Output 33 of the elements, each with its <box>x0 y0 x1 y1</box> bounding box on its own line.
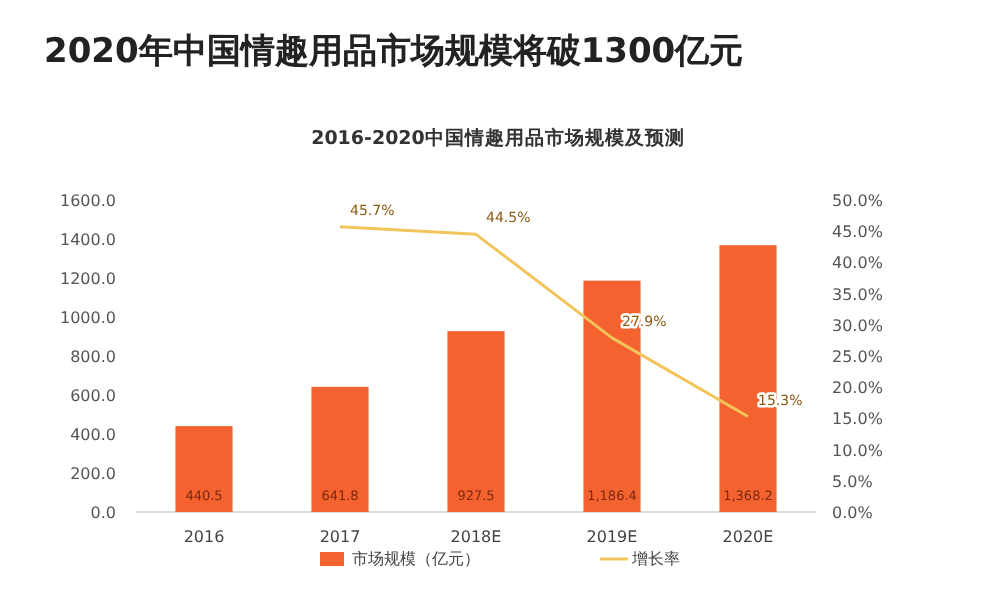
y2-tick-label: 15.0% <box>832 410 884 429</box>
line-series <box>338 225 750 419</box>
y-tick-label: 800.0 <box>70 348 116 366</box>
y-tick-label: 1000.0 <box>60 309 116 327</box>
y2-tick-label: 40.0% <box>832 254 884 273</box>
y2-tick-label: 20.0% <box>832 379 884 398</box>
y2-tick-label: 5.0% <box>832 472 874 491</box>
y-tick-label: 200.0 <box>70 465 116 483</box>
y2-tick-label: 10.0% <box>832 441 884 460</box>
chart-title: 2020年中国情趣用品市场规模将破1300亿元 <box>44 32 744 72</box>
y-tick-label: 1200.0 <box>60 270 116 288</box>
y-tick-label: 400.0 <box>70 426 116 444</box>
y2-tick-label: 25.0% <box>832 348 884 366</box>
bar <box>175 426 233 512</box>
bar <box>311 386 369 512</box>
legend-label: 增长率 <box>630 550 680 568</box>
y-tick-label: 1400.0 <box>60 231 116 249</box>
y-tick-label: 1600.0 <box>60 192 116 210</box>
y-tick-label: 600.0 <box>70 387 116 405</box>
y2-tick-label: 30.0% <box>832 316 884 335</box>
y2-tick-label: 0.0% <box>832 504 874 522</box>
y2-tick-label: 35.0% <box>832 285 884 304</box>
legend-label: 市场规模（亿元） <box>352 550 480 568</box>
x-tick-label: 2017 <box>319 528 361 546</box>
bar <box>447 331 505 512</box>
x-tick-label: 2018E <box>450 528 502 546</box>
chart-subtitle: 2016-2020中国情趣用品市场规模及预测 <box>311 126 685 150</box>
y2-tick-label: 45.0% <box>832 223 884 242</box>
y2-tick-label: 50.0% <box>832 192 884 210</box>
y-tick-label: 0.0 <box>90 504 116 522</box>
x-tick-label: 2020E <box>722 528 774 546</box>
x-tick-label: 2016 <box>183 528 225 546</box>
x-tick-label: 2019E <box>586 528 638 546</box>
